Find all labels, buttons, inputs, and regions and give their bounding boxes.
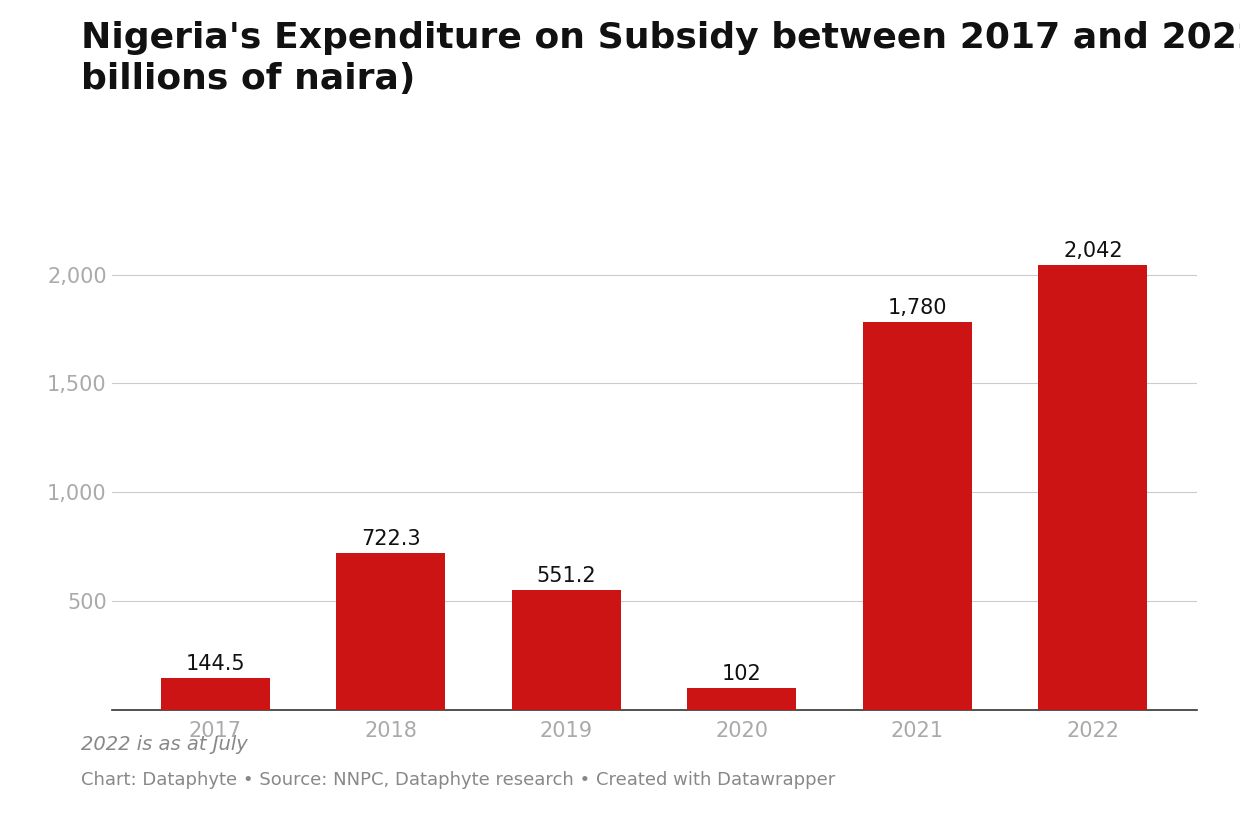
Text: Chart: Dataphyte • Source: NNPC, Dataphyte research • Created with Datawrapper: Chart: Dataphyte • Source: NNPC, Dataphy…: [81, 771, 835, 789]
Bar: [512, 590, 621, 710]
Bar: [687, 688, 796, 710]
Text: Nigeria's Expenditure on Subsidy between 2017 and 2022 (in
billions of naira): Nigeria's Expenditure on Subsidy between…: [81, 21, 1240, 96]
Bar: [863, 323, 972, 710]
Text: 2,042: 2,042: [1063, 241, 1122, 261]
Text: 2022 is as at July: 2022 is as at July: [81, 735, 247, 754]
Text: 102: 102: [722, 664, 761, 684]
Text: 1,780: 1,780: [888, 298, 947, 318]
Text: 551.2: 551.2: [537, 566, 596, 586]
Text: 722.3: 722.3: [361, 528, 420, 549]
Bar: [1038, 265, 1147, 710]
Text: 144.5: 144.5: [186, 654, 246, 675]
Bar: [336, 553, 445, 710]
Bar: [161, 679, 270, 710]
